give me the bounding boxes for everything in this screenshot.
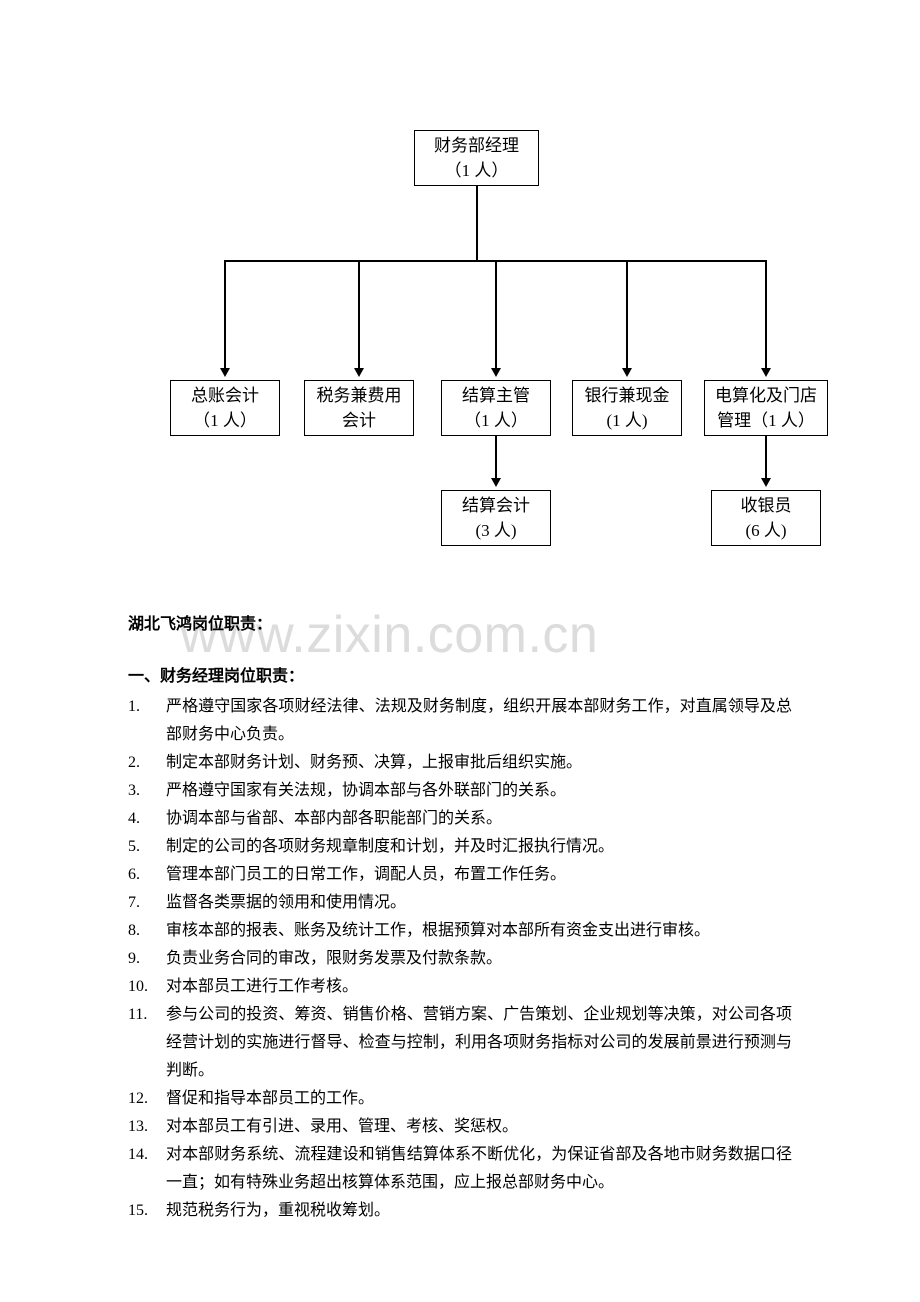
node-l1-3-count: (1 人) [606,408,647,434]
arrow-l1-2 [491,368,501,377]
duties-list: 严格遵守国家各项财经法律、法规及财务制度，组织开展本部财务工作，对直属领导及总部… [128,693,792,1225]
arrow-l1-4 [761,368,771,377]
node-l2-0-title: 结算会计 [462,493,530,519]
list-item: 管理本部门员工的日常工作，调配人员，布置工作任务。 [128,861,792,889]
node-l2-0: 结算会计 (3 人) [441,490,551,546]
node-root-title: 财务部经理 [434,133,519,159]
node-l2-1-count: (6 人) [745,518,786,544]
node-root-count: （1 人） [445,158,509,184]
node-l2-1: 收银员 (6 人) [711,490,821,546]
node-l1-2-title: 结算主管 [462,383,530,409]
connector-l1-1 [358,260,360,368]
document-content: 湖北飞鸿岗位职责： 一、财务经理岗位职责： 严格遵守国家各项财经法律、法规及财务… [128,611,792,1225]
connector-l1-0 [224,260,226,368]
list-item: 严格遵守国家各项财经法律、法规及财务制度，组织开展本部财务工作，对直属领导及总部… [128,693,792,749]
list-item: 督促和指导本部员工的工作。 [128,1085,792,1113]
arrow-l1-0 [220,368,230,377]
node-l1-4: 电算化及门店 管理（1 人） [704,380,828,436]
node-l1-4-count: 管理（1 人） [717,408,815,434]
node-l1-2-count: （1 人） [464,408,528,434]
node-l1-1-title: 税务兼费用 [317,383,402,409]
section-title: 湖北飞鸿岗位职责： [128,611,792,639]
node-root: 财务部经理 （1 人） [414,130,539,186]
list-item: 规范税务行为，重视税收筹划。 [128,1197,792,1225]
node-l1-4-title: 电算化及门店 [715,383,817,409]
arrow-l1-1 [354,368,364,377]
arrow-l2-1 [761,478,771,487]
list-item: 制定本部财务计划、财务预、决算，上报审批后组织实施。 [128,749,792,777]
list-item: 监督各类票据的领用和使用情况。 [128,889,792,917]
org-chart: 财务部经理 （1 人） 总账会计 （1 人） 税务兼费用 会计 结算主管 （1 … [0,130,920,560]
list-item: 对本部员工有引进、录用、管理、考核、奖惩权。 [128,1113,792,1141]
node-l1-1-count: 会计 [342,408,376,434]
connector-l1-2 [495,260,497,368]
node-l1-3: 银行兼现金 (1 人) [572,380,682,436]
connector-stem [476,186,478,260]
node-l1-1: 税务兼费用 会计 [304,380,414,436]
node-l1-3-title: 银行兼现金 [585,383,670,409]
node-l1-0-count: （1 人） [193,408,257,434]
arrow-l2-0 [491,478,501,487]
list-item: 协调本部与省部、本部内部各职能部门的关系。 [128,805,792,833]
list-item: 严格遵守国家有关法规，协调本部与各外联部门的关系。 [128,777,792,805]
node-l1-0: 总账会计 （1 人） [170,380,280,436]
list-item: 负责业务合同的审改，限财务发票及付款条款。 [128,945,792,973]
heading-1: 一、财务经理岗位职责： [128,663,792,691]
node-l2-1-title: 收银员 [741,493,792,519]
connector-l2-0 [495,436,497,478]
list-item: 对本部员工进行工作考核。 [128,973,792,1001]
list-item: 审核本部的报表、账务及统计工作，根据预算对本部所有资金支出进行审核。 [128,917,792,945]
node-l2-0-count: (3 人) [475,518,516,544]
list-item: 对本部财务系统、流程建设和销售结算体系不断优化，为保证省部及各地市财务数据口径一… [128,1141,792,1197]
arrow-l1-3 [622,368,632,377]
connector-l2-1 [765,436,767,478]
connector-l1-4 [765,260,767,368]
list-item: 参与公司的投资、筹资、销售价格、营销方案、广告策划、企业规划等决策，对公司各项经… [128,1001,792,1085]
node-l1-0-title: 总账会计 [191,383,259,409]
connector-l1-3 [626,260,628,368]
list-item: 制定的公司的各项财务规章制度和计划，并及时汇报执行情况。 [128,833,792,861]
node-l1-2: 结算主管 （1 人） [441,380,551,436]
